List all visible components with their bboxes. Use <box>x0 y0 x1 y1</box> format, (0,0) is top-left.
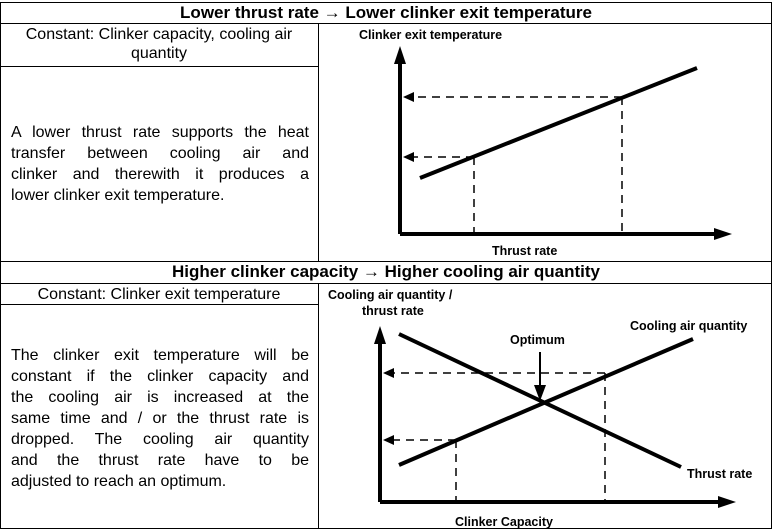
clinker-capacity-diagram: Cooling air quantity / thrust rate Optim… <box>328 288 752 528</box>
column-divider-1 <box>318 23 319 261</box>
x-axis-label: Clinker Capacity <box>455 515 553 528</box>
y-axis-label-line1: Cooling air quantity / <box>328 288 453 302</box>
x-axis-label: Thrust rate <box>492 244 557 258</box>
table-border-bottom <box>0 528 772 529</box>
arrow-high-quantity <box>383 368 394 378</box>
x-axis-arrowhead <box>714 228 732 240</box>
section2-description: The clinker exit temperature will be con… <box>11 345 309 492</box>
y-axis-arrowhead <box>374 326 386 344</box>
row-divider-title1 <box>0 23 772 24</box>
section-divider <box>0 261 772 262</box>
optimum-label: Optimum <box>510 333 565 347</box>
row-divider-title2 <box>0 283 772 284</box>
arrow-low-quantity <box>383 435 394 445</box>
description-line: lower clinker exit temperature. <box>11 187 225 204</box>
thrust-rate-diagram: Clinker exit temperature Thrust rate <box>359 28 732 258</box>
description-line: and the thrust rate have to be <box>11 452 309 469</box>
section2-title: Higher clinker capacity → Higher cooling… <box>172 262 600 281</box>
table-border-top <box>0 2 772 3</box>
description-line: adjusted to reach an optimum. <box>11 473 227 490</box>
arrow-low-temperature <box>403 152 414 162</box>
row-divider-constant1 <box>0 66 318 67</box>
y-axis-label: Clinker exit temperature <box>359 28 502 42</box>
x-axis-arrowhead <box>718 496 736 508</box>
row-divider-constant2 <box>0 304 318 305</box>
y-axis-label-line2: thrust rate <box>362 304 424 318</box>
column-divider-2 <box>318 283 319 529</box>
section2-constant: Constant: Clinker exit temperature <box>37 286 281 303</box>
cooling-air-quantity-label: Cooling air quantity <box>630 319 747 333</box>
thrust-rate-label: Thrust rate <box>687 467 752 481</box>
description-line: dropped. The cooling air quantity <box>11 431 309 448</box>
section1-description: A lower thrust rate supports the heat tr… <box>11 122 309 206</box>
arrow-high-temperature <box>403 92 414 102</box>
y-axis-arrowhead <box>394 46 406 64</box>
description-line: clinker and therewith it produces a <box>11 166 309 183</box>
section1-title: Lower thrust rate → Lower clinker exit t… <box>180 3 592 22</box>
description-line: A lower thrust rate supports the heat <box>11 124 309 141</box>
temperature-line <box>419 66 698 180</box>
description-line: the cooling air is increased at the <box>11 389 309 406</box>
table-border-left <box>0 2 1 529</box>
description-line: constant if the clinker capacity and <box>11 368 309 385</box>
section1-constant: Constant: Clinker capacity, cooling air … <box>25 26 293 62</box>
description-line: The clinker exit temperature will be <box>11 347 309 364</box>
description-line: transfer between cooling air and <box>11 145 309 162</box>
description-line: same time and / or the thrust rate is <box>11 410 309 427</box>
optimum-arrowhead <box>534 385 546 401</box>
